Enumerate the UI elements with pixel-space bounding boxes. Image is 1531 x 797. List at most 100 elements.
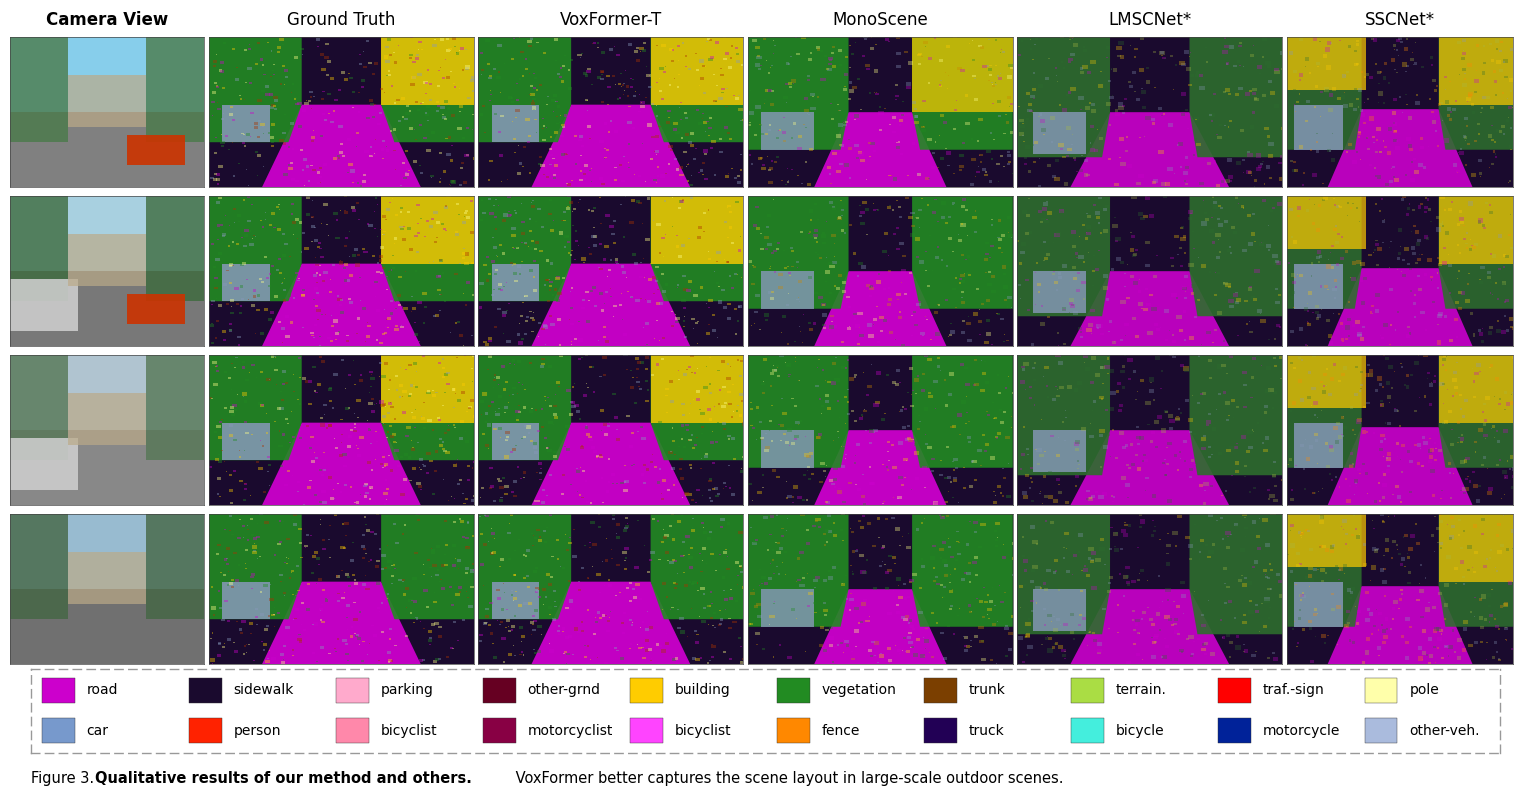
FancyBboxPatch shape (824, 544, 825, 546)
FancyBboxPatch shape (1438, 314, 1442, 318)
FancyBboxPatch shape (1338, 569, 1341, 571)
FancyBboxPatch shape (1179, 649, 1183, 653)
FancyBboxPatch shape (1182, 286, 1187, 289)
FancyBboxPatch shape (426, 113, 429, 116)
FancyBboxPatch shape (1300, 595, 1304, 598)
FancyBboxPatch shape (1375, 175, 1376, 177)
FancyBboxPatch shape (568, 206, 570, 207)
Polygon shape (262, 104, 421, 187)
FancyBboxPatch shape (217, 493, 219, 495)
FancyBboxPatch shape (1291, 570, 1294, 573)
FancyBboxPatch shape (1236, 406, 1239, 408)
FancyBboxPatch shape (1405, 617, 1410, 621)
FancyBboxPatch shape (432, 563, 436, 567)
FancyBboxPatch shape (274, 100, 279, 102)
FancyBboxPatch shape (828, 637, 834, 640)
FancyBboxPatch shape (400, 493, 404, 496)
FancyBboxPatch shape (562, 277, 565, 279)
FancyBboxPatch shape (243, 646, 246, 647)
FancyBboxPatch shape (292, 436, 295, 438)
FancyBboxPatch shape (713, 626, 717, 628)
FancyBboxPatch shape (955, 307, 957, 308)
FancyBboxPatch shape (906, 460, 908, 461)
FancyBboxPatch shape (1001, 265, 1006, 269)
FancyBboxPatch shape (453, 407, 455, 408)
FancyBboxPatch shape (779, 644, 781, 646)
FancyBboxPatch shape (1329, 448, 1335, 453)
FancyBboxPatch shape (332, 407, 334, 409)
FancyBboxPatch shape (664, 284, 668, 286)
FancyBboxPatch shape (1007, 151, 1010, 153)
FancyBboxPatch shape (1482, 45, 1485, 47)
FancyBboxPatch shape (400, 226, 403, 229)
FancyBboxPatch shape (528, 410, 533, 413)
FancyBboxPatch shape (369, 486, 372, 489)
FancyBboxPatch shape (1317, 65, 1318, 67)
FancyBboxPatch shape (1485, 202, 1488, 204)
FancyBboxPatch shape (1376, 71, 1381, 74)
FancyBboxPatch shape (392, 523, 397, 525)
FancyBboxPatch shape (230, 410, 234, 414)
FancyBboxPatch shape (1499, 130, 1502, 133)
FancyBboxPatch shape (1268, 339, 1269, 340)
FancyBboxPatch shape (1496, 430, 1499, 432)
FancyBboxPatch shape (837, 430, 839, 432)
FancyBboxPatch shape (438, 104, 439, 107)
FancyBboxPatch shape (211, 323, 213, 324)
FancyBboxPatch shape (1465, 299, 1470, 303)
FancyBboxPatch shape (700, 571, 703, 572)
FancyBboxPatch shape (671, 513, 674, 515)
FancyBboxPatch shape (338, 89, 341, 92)
FancyBboxPatch shape (712, 313, 715, 316)
FancyBboxPatch shape (1326, 89, 1329, 92)
FancyBboxPatch shape (1367, 402, 1370, 404)
FancyBboxPatch shape (713, 100, 717, 102)
FancyBboxPatch shape (557, 626, 560, 627)
FancyBboxPatch shape (297, 481, 300, 483)
FancyBboxPatch shape (1421, 137, 1424, 140)
Text: SSCNet*: SSCNet* (1366, 11, 1435, 29)
FancyBboxPatch shape (211, 242, 214, 245)
FancyBboxPatch shape (1089, 631, 1092, 633)
FancyBboxPatch shape (484, 622, 487, 623)
Polygon shape (1439, 37, 1513, 150)
FancyBboxPatch shape (1104, 205, 1110, 208)
FancyBboxPatch shape (222, 582, 269, 619)
FancyBboxPatch shape (1451, 525, 1454, 528)
FancyBboxPatch shape (1291, 237, 1294, 238)
FancyBboxPatch shape (1424, 577, 1427, 579)
FancyBboxPatch shape (1099, 429, 1105, 433)
FancyBboxPatch shape (1118, 512, 1121, 514)
FancyBboxPatch shape (1355, 528, 1358, 530)
FancyBboxPatch shape (1127, 359, 1133, 362)
FancyBboxPatch shape (1494, 282, 1497, 285)
FancyBboxPatch shape (299, 403, 302, 405)
FancyBboxPatch shape (1291, 524, 1294, 527)
FancyBboxPatch shape (1268, 489, 1269, 491)
FancyBboxPatch shape (239, 263, 243, 265)
FancyBboxPatch shape (635, 47, 640, 49)
FancyBboxPatch shape (1303, 307, 1307, 311)
FancyBboxPatch shape (329, 77, 334, 80)
FancyBboxPatch shape (1468, 95, 1471, 98)
FancyBboxPatch shape (400, 211, 401, 213)
FancyBboxPatch shape (969, 485, 974, 489)
FancyBboxPatch shape (1335, 226, 1337, 227)
FancyBboxPatch shape (600, 51, 605, 53)
FancyBboxPatch shape (315, 38, 320, 41)
FancyBboxPatch shape (1018, 240, 1020, 241)
FancyBboxPatch shape (710, 441, 715, 444)
FancyBboxPatch shape (814, 385, 819, 387)
FancyBboxPatch shape (550, 163, 553, 166)
FancyBboxPatch shape (619, 97, 622, 99)
FancyBboxPatch shape (896, 53, 900, 56)
FancyBboxPatch shape (562, 65, 565, 67)
FancyBboxPatch shape (257, 42, 260, 44)
FancyBboxPatch shape (824, 532, 825, 535)
FancyBboxPatch shape (447, 500, 450, 501)
FancyBboxPatch shape (755, 632, 759, 635)
FancyBboxPatch shape (1314, 568, 1317, 571)
FancyBboxPatch shape (1461, 460, 1465, 464)
FancyBboxPatch shape (1448, 462, 1451, 465)
FancyBboxPatch shape (813, 234, 818, 237)
